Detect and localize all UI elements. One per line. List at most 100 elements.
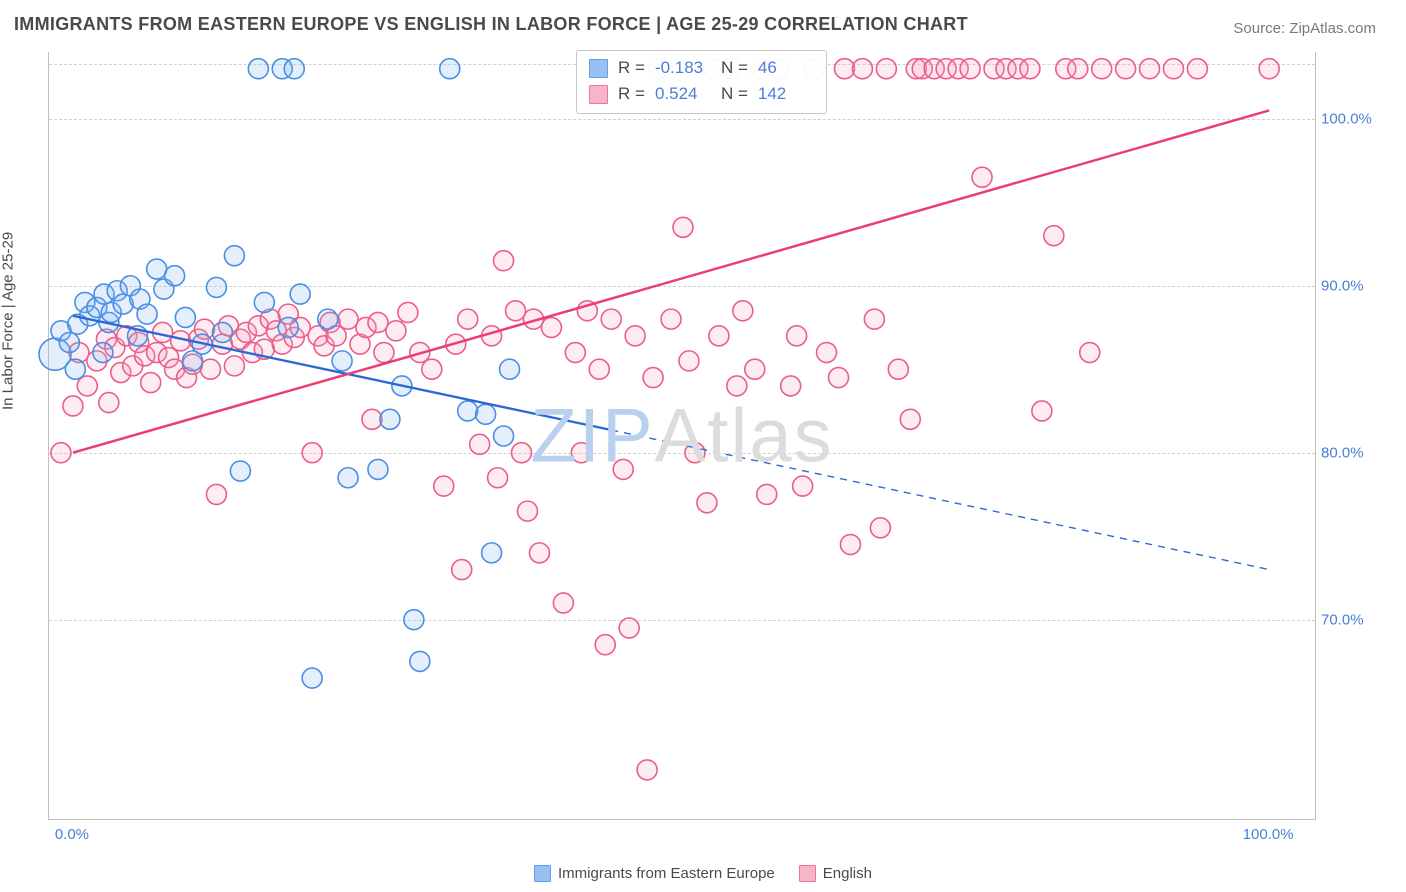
r-label: R =	[618, 84, 645, 104]
data-point	[99, 393, 119, 413]
chart-title: IMMIGRANTS FROM EASTERN EUROPE VS ENGLIS…	[14, 14, 968, 35]
stats-row-pink: R = 0.524 N = 142	[589, 81, 814, 107]
trend-line-pink	[73, 110, 1269, 452]
data-point	[1163, 59, 1183, 79]
data-point	[422, 359, 442, 379]
data-point	[679, 351, 699, 371]
data-point	[541, 317, 561, 337]
data-point	[733, 301, 753, 321]
data-point	[284, 59, 304, 79]
data-point	[410, 651, 430, 671]
data-point	[781, 376, 801, 396]
data-point	[362, 409, 382, 429]
data-point	[368, 459, 388, 479]
data-point	[613, 459, 633, 479]
data-point	[709, 326, 729, 346]
data-point	[972, 167, 992, 187]
data-point	[206, 484, 226, 504]
data-point	[589, 359, 609, 379]
data-point	[458, 401, 478, 421]
data-point	[817, 343, 837, 363]
y-tick-label: 90.0%	[1321, 277, 1381, 294]
data-point	[565, 343, 585, 363]
plot-area: ZIPAtlas R = -0.183 N = 46 R = 0.524 N =…	[48, 52, 1316, 820]
data-point	[482, 543, 502, 563]
data-point	[175, 307, 195, 327]
data-point	[529, 543, 549, 563]
data-point	[470, 434, 490, 454]
r-value-pink: 0.524	[655, 84, 711, 104]
data-point	[870, 518, 890, 538]
data-point	[404, 610, 424, 630]
data-point	[506, 301, 526, 321]
data-point	[278, 317, 298, 337]
data-point	[1259, 59, 1279, 79]
data-point	[1020, 59, 1040, 79]
data-point	[517, 501, 537, 521]
data-point	[727, 376, 747, 396]
source-attribution: Source: ZipAtlas.com	[1233, 20, 1376, 37]
data-point	[141, 373, 161, 393]
legend-swatch-pink	[799, 865, 816, 882]
data-point	[248, 59, 268, 79]
data-point	[888, 359, 908, 379]
data-point	[230, 461, 250, 481]
data-point	[338, 309, 358, 329]
data-point	[59, 333, 79, 353]
r-label: R =	[618, 58, 645, 78]
data-point	[338, 468, 358, 488]
bottom-legend: Immigrants from Eastern Europe English	[0, 860, 1406, 886]
data-point	[1187, 59, 1207, 79]
legend-label-pink: English	[823, 865, 872, 882]
data-point	[900, 409, 920, 429]
source-prefix: Source:	[1233, 20, 1289, 37]
data-point	[601, 309, 621, 329]
data-point	[1044, 226, 1064, 246]
data-point	[864, 309, 884, 329]
correlation-stats-box: R = -0.183 N = 46 R = 0.524 N = 142	[576, 50, 827, 114]
data-point	[1092, 59, 1112, 79]
data-point	[476, 404, 496, 424]
n-value-pink: 142	[758, 84, 814, 104]
data-point	[51, 443, 71, 463]
legend-item-blue: Immigrants from Eastern Europe	[534, 865, 775, 882]
data-point	[619, 618, 639, 638]
data-point	[212, 322, 232, 342]
data-point	[553, 593, 573, 613]
data-point	[595, 635, 615, 655]
n-value-blue: 46	[758, 58, 814, 78]
data-point	[637, 760, 657, 780]
data-point	[960, 59, 980, 79]
data-point	[318, 309, 338, 329]
data-point	[1116, 59, 1136, 79]
y-tick-label: 100.0%	[1321, 110, 1381, 127]
stats-swatch-pink	[589, 85, 608, 104]
n-label: N =	[721, 58, 748, 78]
data-point	[625, 326, 645, 346]
stats-swatch-blue	[589, 59, 608, 78]
data-point	[661, 309, 681, 329]
legend-label-blue: Immigrants from Eastern Europe	[558, 865, 775, 882]
data-point	[500, 359, 520, 379]
data-point	[512, 443, 532, 463]
data-point	[302, 443, 322, 463]
data-point	[224, 356, 244, 376]
data-point	[93, 343, 113, 363]
data-point	[840, 535, 860, 555]
data-point	[829, 368, 849, 388]
data-point	[1140, 59, 1160, 79]
data-point	[65, 359, 85, 379]
data-point	[440, 59, 460, 79]
data-point	[77, 376, 97, 396]
data-point	[834, 59, 854, 79]
data-point	[206, 277, 226, 297]
data-point	[200, 359, 220, 379]
data-point	[374, 343, 394, 363]
n-label: N =	[721, 84, 748, 104]
data-point	[673, 217, 693, 237]
data-point	[63, 396, 83, 416]
data-point	[254, 292, 274, 312]
data-point	[398, 302, 418, 322]
scatter-svg	[49, 52, 1317, 820]
data-point	[386, 321, 406, 341]
